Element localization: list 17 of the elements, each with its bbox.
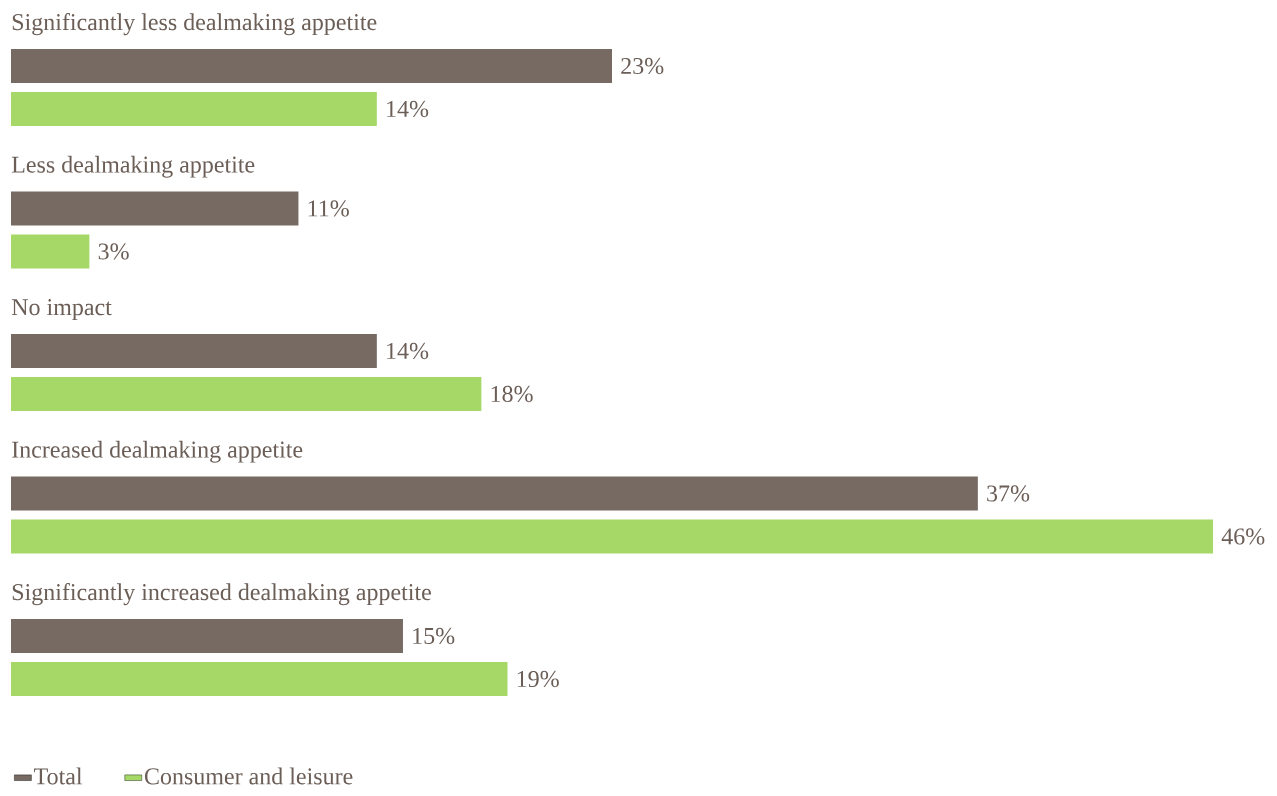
legend-label: Consumer and leisure (144, 767, 353, 785)
data-label: 3% (98, 243, 129, 260)
data-label: 14% (387, 342, 429, 360)
data-label: 46% (1221, 528, 1265, 545)
data-label: 23% (621, 57, 664, 75)
data-label: 37% (987, 485, 1030, 502)
y-tick-label: No impact (11, 299, 112, 321)
y-tick-label: Significantly increased dealmaking appetite (12, 583, 431, 606)
data-label: 11% (308, 200, 349, 217)
data-label: 15% (413, 627, 455, 645)
y-tick-label: Significantly less dealmaking appetite (12, 13, 377, 36)
legend-label: Total (34, 767, 83, 785)
y-tick-label: Increased dealmaking appetite (12, 440, 303, 463)
data-label: 18% (491, 385, 533, 403)
y-tick-label: Less dealmaking appetite (11, 155, 255, 178)
data-label: 19% (517, 670, 559, 688)
data-label: 14% (387, 100, 429, 118)
